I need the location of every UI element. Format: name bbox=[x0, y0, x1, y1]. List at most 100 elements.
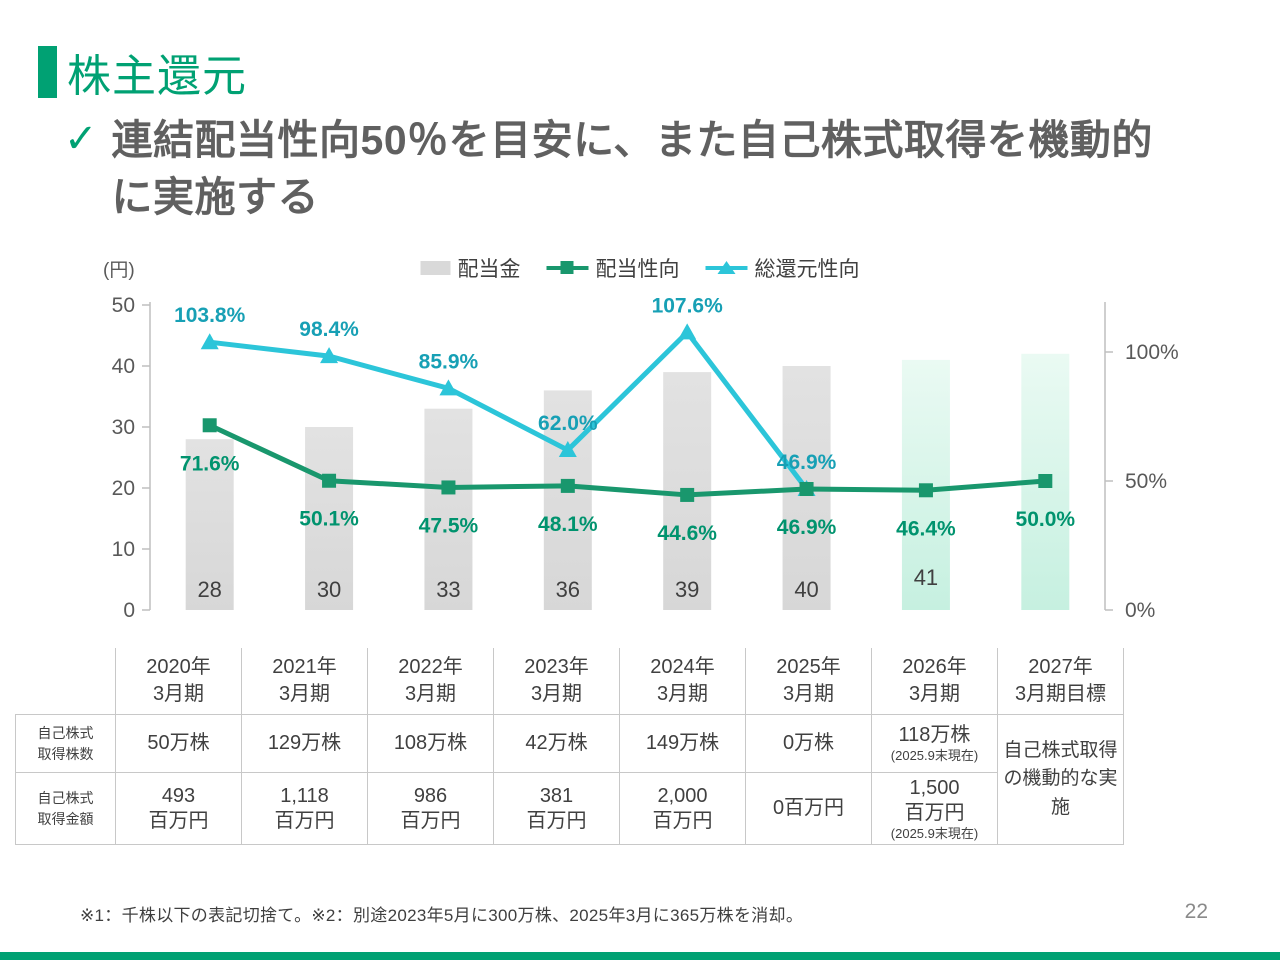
total-return-label: 62.0% bbox=[538, 412, 598, 435]
merged-cell-2027: 自己株式取得の機動的な実施 bbox=[997, 714, 1124, 845]
left-axis-tick: 30 bbox=[112, 416, 135, 439]
triangle-marker bbox=[200, 333, 219, 350]
chart-legend: 配当金 配当性向 総還元性向 bbox=[420, 253, 860, 283]
triangle-marker bbox=[439, 379, 458, 396]
table-cell: 381 百万円 bbox=[493, 772, 620, 845]
title-row: 株主還元 bbox=[38, 40, 247, 104]
payout-ratio-label: 71.6% bbox=[180, 452, 240, 475]
table-cell: 149万株 bbox=[619, 714, 746, 773]
left-axis-tick: 20 bbox=[112, 477, 135, 500]
table-corner-cell bbox=[16, 648, 116, 715]
left-axis-tick: 40 bbox=[112, 355, 135, 378]
headline-text: 連結配当性向50％を目安に、また自己株式取得を機動的 に実施する bbox=[112, 112, 1153, 225]
footnote: ※1：千株以下の表記切捨て。※2：別途2023年5月に300万株、2025年3月… bbox=[80, 906, 804, 925]
payout-ratio-line: 71.6% 50.1% 47.5% 48.1% 44.6% 46.9% 46.4% 50.0% bbox=[180, 418, 1075, 545]
bar-value-label: 36 bbox=[556, 577, 580, 602]
line-triangle-icon bbox=[705, 261, 748, 275]
right-axis-tick: 50% bbox=[1125, 470, 1167, 493]
headline-line1: 連結配当性向50％を目安に、また自己株式取得を機動的 bbox=[111, 117, 1153, 163]
cyan-triangle-icon bbox=[717, 261, 736, 274]
col-header-2024: 2024年 3月期 bbox=[619, 648, 746, 715]
payout-ratio-label: 46.9% bbox=[777, 516, 837, 539]
col-header-2023: 2023年 3月期 bbox=[493, 648, 620, 715]
legend-label-dividend: 配当金 bbox=[457, 258, 521, 281]
dividend-bar bbox=[901, 359, 950, 610]
dividend-bar bbox=[424, 408, 473, 610]
table-cell: 50万株 bbox=[115, 714, 242, 773]
headline-line2: に実施する bbox=[111, 173, 320, 220]
payout-ratio-label: 48.1% bbox=[538, 513, 598, 536]
legend-label-payout-ratio: 配当性向 bbox=[595, 258, 680, 281]
right-axis-tick: 100% bbox=[1125, 341, 1179, 364]
legend-item-dividend: 配当金 bbox=[420, 253, 521, 283]
bar-value-label: 30 bbox=[317, 577, 341, 602]
bar-value-label: 28 bbox=[197, 577, 221, 602]
table-cell: 108万株 bbox=[367, 714, 494, 773]
col-header-2021: 2021年 3月期 bbox=[241, 648, 368, 715]
bar-value-label: 33 bbox=[436, 577, 460, 602]
chart-unit-label: (円) bbox=[103, 260, 135, 281]
col-header-2025: 2025年 3月期 bbox=[745, 648, 872, 715]
table-cell: 129万株 bbox=[241, 714, 368, 773]
table-row-amount: 自己株式 取得金額 493 百万円 1,118 百万円 986 百万円 381 … bbox=[15, 772, 1124, 845]
row-label-amount: 自己株式 取得金額 bbox=[15, 772, 116, 845]
cell-value: 118万株 bbox=[898, 724, 971, 747]
page-title: 株主還元 bbox=[67, 52, 247, 101]
col-header-2022: 2022年 3月期 bbox=[367, 648, 494, 715]
left-axis-tick: 10 bbox=[112, 538, 135, 561]
headline: ✓ 連結配当性向50％を目安に、また自己株式取得を機動的 に実施する bbox=[64, 112, 1224, 225]
square-marker bbox=[441, 480, 456, 495]
bar-swatch-icon bbox=[420, 261, 451, 275]
bar-value-label: 39 bbox=[675, 577, 699, 602]
table-cell: 493 百万円 bbox=[115, 772, 242, 845]
table-cell: 0百万円 bbox=[745, 772, 872, 845]
table-cell: 0万株 bbox=[745, 714, 872, 773]
green-square-icon bbox=[560, 261, 574, 274]
square-marker bbox=[680, 487, 695, 502]
payout-ratio-label: 50.1% bbox=[299, 508, 359, 531]
dividend-bars: 28 30 33 36 39 40 41 bbox=[185, 353, 1070, 610]
total-return-line: 103.8% 98.4% 85.9% 62.0% 107.6% 46.9% bbox=[174, 294, 837, 496]
col-header-2026: 2026年 3月期 bbox=[871, 648, 998, 715]
total-return-label: 85.9% bbox=[419, 350, 479, 373]
square-marker bbox=[1038, 474, 1053, 488]
triangle-marker bbox=[558, 441, 577, 458]
page-number: 22 bbox=[1184, 900, 1208, 923]
table-cell: 42万株 bbox=[493, 714, 620, 773]
dividend-bar bbox=[782, 366, 831, 610]
right-axis-tick: 0% bbox=[1125, 599, 1155, 622]
total-return-label: 46.9% bbox=[777, 451, 837, 474]
triangle-marker bbox=[678, 323, 697, 340]
dividend-bar bbox=[305, 427, 354, 610]
bottom-accent-bar bbox=[0, 952, 1280, 960]
legend-item-total-return: 総還元性向 bbox=[705, 253, 860, 283]
table-cell: 986 百万円 bbox=[367, 772, 494, 845]
table-row-shares: 自己株式 取得株数 50万株 129万株 108万株 42万株 149万株 0万… bbox=[15, 714, 1124, 845]
payout-ratio-label: 44.6% bbox=[657, 522, 717, 545]
triangle-marker bbox=[320, 347, 339, 364]
total-return-label: 103.8% bbox=[174, 304, 246, 327]
dividend-bar bbox=[185, 439, 234, 610]
payout-ratio-label: 47.5% bbox=[419, 514, 479, 537]
square-marker bbox=[322, 473, 337, 488]
table-header-row: 2020年 3月期 2021年 3月期 2022年 3月期 2023年 3月期 … bbox=[16, 648, 1124, 715]
title-accent-bar bbox=[38, 46, 57, 98]
table-cell: 1,118 百万円 bbox=[241, 772, 368, 845]
buyback-table: 2020年 3月期 2021年 3月期 2022年 3月期 2023年 3月期 … bbox=[15, 648, 1124, 845]
payout-ratio-label: 46.4% bbox=[896, 517, 956, 540]
table-cell: 2,000 百万円 bbox=[619, 772, 746, 845]
triangle-marker bbox=[797, 479, 816, 496]
left-axis-tick: 50 bbox=[112, 294, 135, 317]
col-header-2020: 2020年 3月期 bbox=[115, 648, 242, 715]
square-marker bbox=[202, 418, 217, 433]
left-axis-tick: 0 bbox=[123, 599, 135, 622]
col-header-2027: 2027年 3月期目標 bbox=[997, 648, 1124, 715]
square-marker bbox=[918, 483, 933, 498]
checkmark-icon: ✓ bbox=[64, 117, 98, 161]
total-return-label: 98.4% bbox=[299, 318, 359, 341]
payout-ratio-label: 50.0% bbox=[1016, 508, 1076, 531]
cell-value: 1,500 百万円 bbox=[904, 776, 965, 824]
row-label-shares: 自己株式 取得株数 bbox=[15, 714, 116, 773]
table-cell: 1,500 百万円 (2025.9末現在) bbox=[871, 772, 998, 845]
